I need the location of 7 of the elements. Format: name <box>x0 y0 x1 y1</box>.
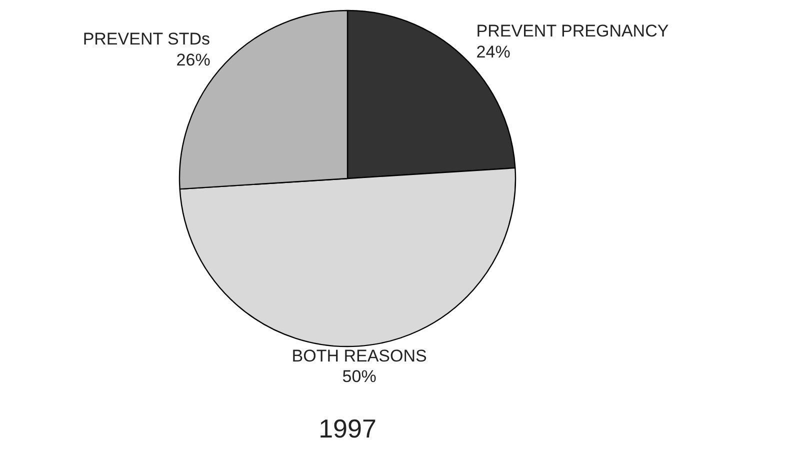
data-label: 24% <box>476 42 510 62</box>
text: 1997 <box>318 414 376 444</box>
data-label: 50% <box>342 367 376 386</box>
slice-label: PREVENT PREGNANCY <box>476 21 669 40</box>
slice-label: PREVENT STDs <box>82 30 210 49</box>
slice-label: BOTH REASONS <box>292 346 427 366</box>
data-label: 26% <box>176 50 210 70</box>
